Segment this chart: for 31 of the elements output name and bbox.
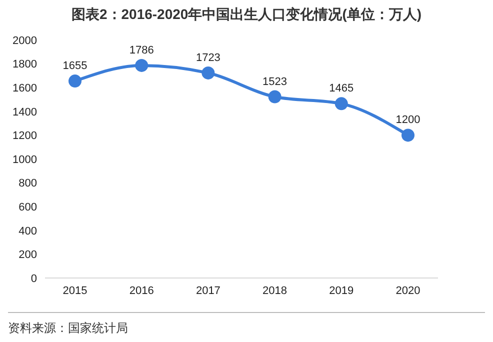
x-tick-label: 2018: [262, 284, 288, 297]
y-tick-label: 1400: [12, 106, 37, 118]
data-label: 1723: [196, 52, 220, 64]
y-tick-label: 200: [18, 249, 37, 262]
y-tick-label: 600: [18, 202, 37, 214]
y-tick-label: 2000: [12, 34, 37, 47]
point: [334, 97, 348, 110]
data-label: 1786: [129, 44, 154, 56]
data-label: 1200: [396, 114, 420, 126]
text: 资料来源：国家统计局: [8, 320, 128, 337]
y-tick-label: 1200: [12, 130, 37, 142]
data-label: 1523: [262, 76, 288, 88]
point: [402, 128, 414, 142]
y-tick-label: 400: [18, 225, 37, 238]
point: [268, 90, 282, 104]
y-tick-label: 1600: [12, 82, 37, 95]
x-tick-label: 2016: [129, 284, 154, 297]
data-label: 1465: [329, 82, 354, 95]
x-tick-label: 2020: [396, 284, 420, 297]
x-tick-label: 2017: [196, 284, 220, 297]
y-tick-label: 1000: [12, 154, 37, 166]
data-label: 1655: [62, 60, 88, 72]
point: [202, 66, 215, 80]
x-tick-label: 2019: [329, 284, 354, 297]
y-tick-label: 1800: [12, 58, 37, 71]
point: [135, 58, 148, 72]
chart-title: 图表2：2016-2020年中国出生人口变化情况(单位：万人): [70, 6, 423, 24]
y-tick-label: 0: [30, 272, 37, 285]
x-tick-label: 2015: [62, 284, 88, 297]
point: [68, 74, 82, 88]
y-tick-label: 800: [18, 178, 37, 190]
